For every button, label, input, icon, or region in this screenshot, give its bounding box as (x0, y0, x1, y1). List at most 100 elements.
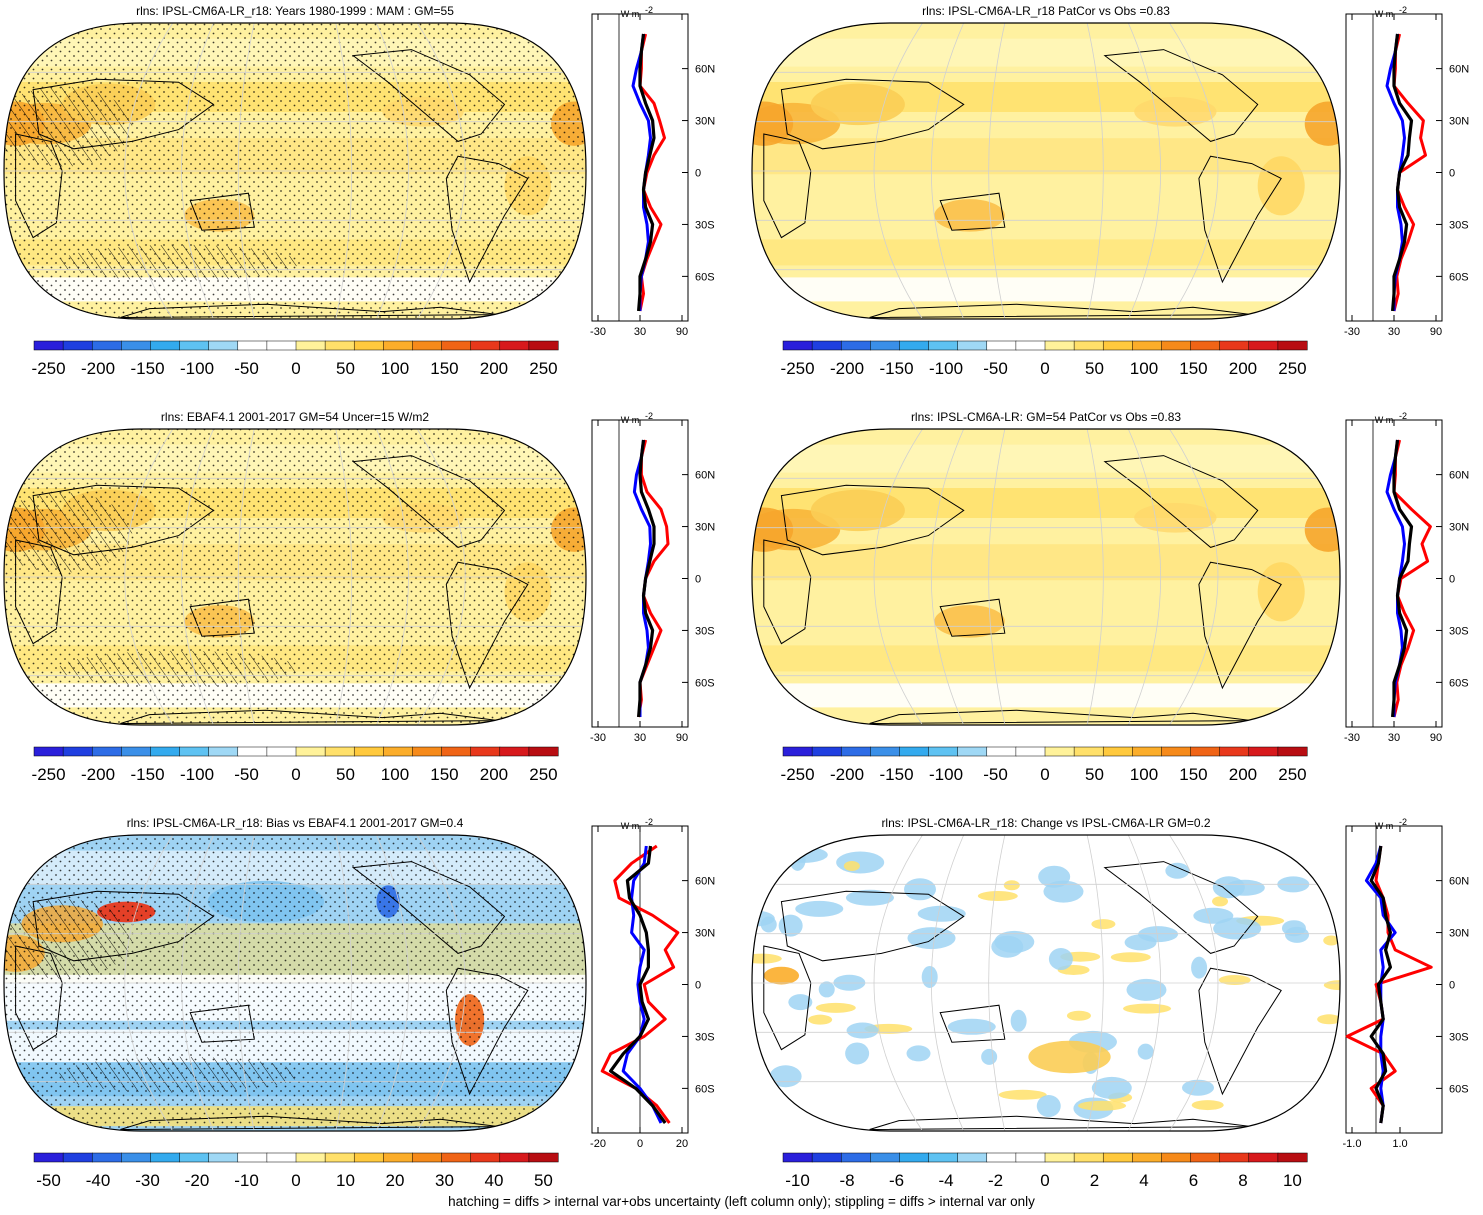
colorbar-box (782, 1152, 813, 1163)
continent-outline (869, 1115, 1252, 1130)
map-blob (1066, 1010, 1091, 1021)
map-title: rlns: IPSL-CM6A-LR_r18: Change vs IPSL-C… (881, 816, 1210, 830)
map-blob (934, 605, 1005, 638)
colorbar-box (150, 340, 181, 351)
colorbar-label: 20 (386, 1171, 405, 1190)
graticule-line (335, 429, 353, 725)
zonal-mean-panel: W m -2 -30 30 90 60N 30N 0 30S 60S (1344, 5, 1469, 338)
graticule-line (1169, 835, 1219, 1131)
graticule-line (124, 835, 174, 1131)
colorbar-box (899, 746, 930, 757)
colorbar-label: 0 (291, 1171, 300, 1190)
y-tick-label: 60S (695, 677, 715, 689)
graticule-line (124, 429, 174, 725)
graticule-line (988, 835, 1006, 1131)
map-blob (1036, 1095, 1061, 1118)
continent-outline (869, 303, 1252, 318)
stippling-overlay (4, 835, 586, 1131)
colorbar-box (1132, 340, 1162, 351)
map-panel: rlns: EBAF4.1 2001-2017 GM=54 Uncer=15 W… (3, 410, 587, 784)
y-tick-label: 60N (695, 470, 715, 482)
colorbar-label: 150 (430, 765, 458, 784)
x-tick-label: 90 (1430, 326, 1442, 338)
colorbar-box (782, 746, 813, 757)
colorbar-label: -100 (929, 359, 963, 378)
zonal-mean-panel: W m -2 -30 30 90 60N 30N 0 30S 60S (590, 411, 715, 744)
colorbar-box (1161, 1152, 1192, 1163)
graticule-line (124, 23, 174, 319)
colorbar-box (1044, 340, 1075, 351)
colorbar-box (811, 340, 842, 351)
map-blob (1048, 948, 1073, 971)
map-panel: rlns: IPSL-CM6A-LR: GM=54 PatCor vs Obs … (751, 410, 1341, 784)
colorbar-box (870, 340, 900, 351)
unit-label: -2 (1399, 817, 1407, 827)
zonal-mean-panel: W m -2 -1.0 1.0 60N 30N 0 30S 60S (1343, 817, 1470, 1150)
map-blob (810, 83, 905, 126)
map-blob (1304, 507, 1340, 552)
colorbar-box (840, 340, 871, 351)
map-blob (752, 507, 794, 552)
colorbar-label: -20 (185, 1171, 210, 1190)
y-tick-label: 30N (1449, 116, 1469, 128)
colorbar-box (899, 1152, 930, 1163)
colorbar-box (499, 1152, 530, 1163)
map-band (752, 239, 1340, 266)
hatching-overlay (4, 898, 133, 979)
colorbar-label: 200 (1229, 359, 1257, 378)
colorbar-label: -10 (234, 1171, 259, 1190)
colorbar-box (91, 1152, 122, 1163)
y-tick-label: 30N (695, 522, 715, 534)
graticule-line (416, 835, 466, 1131)
map-title: rlns: IPSL-CM6A-LR: GM=54 PatCor vs Obs … (911, 410, 1181, 424)
colorbar-box (1190, 1152, 1221, 1163)
graticule-line (1127, 429, 1162, 725)
colorbar-box (441, 746, 472, 757)
colorbar-box (1248, 340, 1279, 351)
colorbar-box (928, 1152, 959, 1163)
map-blob (845, 1042, 870, 1065)
colorbar-box (353, 340, 384, 351)
graticule-line (1169, 23, 1219, 319)
colorbar-label: 0 (1040, 765, 1049, 784)
y-tick-label: 30S (695, 219, 715, 231)
map-border (3, 22, 587, 320)
y-tick-label: 60S (695, 271, 715, 283)
map-blob (1110, 952, 1151, 963)
colorbar-label: 250 (1278, 359, 1306, 378)
continent-outline (869, 709, 1252, 724)
map-band (752, 277, 1340, 302)
colorbar-label: 8 (1238, 1171, 1247, 1190)
graticule-line (1169, 429, 1219, 725)
colorbar-label: -4 (938, 1171, 953, 1190)
unit-label: -2 (645, 5, 653, 15)
colorbar-label: 40 (484, 1171, 503, 1190)
stippling-overlay (4, 429, 586, 725)
y-tick-label: 30S (1449, 625, 1469, 637)
map-blob (1078, 1100, 1127, 1111)
map-blob (947, 1018, 996, 1035)
colorbar-box (441, 340, 472, 351)
colorbar-label: 100 (1130, 359, 1158, 378)
y-tick-label: 30S (1449, 219, 1469, 231)
continent-outline (1198, 561, 1282, 690)
graticule-line (988, 429, 1006, 725)
map-blob (1091, 919, 1116, 930)
colorbar-box (1132, 746, 1162, 757)
y-tick-label: 30S (695, 1031, 715, 1043)
colorbar-box (1248, 1152, 1279, 1163)
colorbar-box (208, 746, 239, 757)
map-blob (763, 966, 800, 985)
colorbar-label: -40 (86, 1171, 111, 1190)
y-tick-label: 60S (1449, 1083, 1469, 1095)
colorbar-label: 50 (336, 765, 355, 784)
map-blob (769, 1065, 802, 1088)
colorbar-box (1015, 340, 1046, 351)
unit-label: W m (1375, 9, 1394, 19)
colorbar-box (499, 340, 530, 351)
colorbar-box (91, 746, 122, 757)
continent-outline (1198, 967, 1282, 1096)
colorbar-label: 50 (336, 359, 355, 378)
graticule-line (376, 23, 409, 319)
footer-caption: hatching = diffs > internal var+obs unce… (448, 1194, 1035, 1209)
